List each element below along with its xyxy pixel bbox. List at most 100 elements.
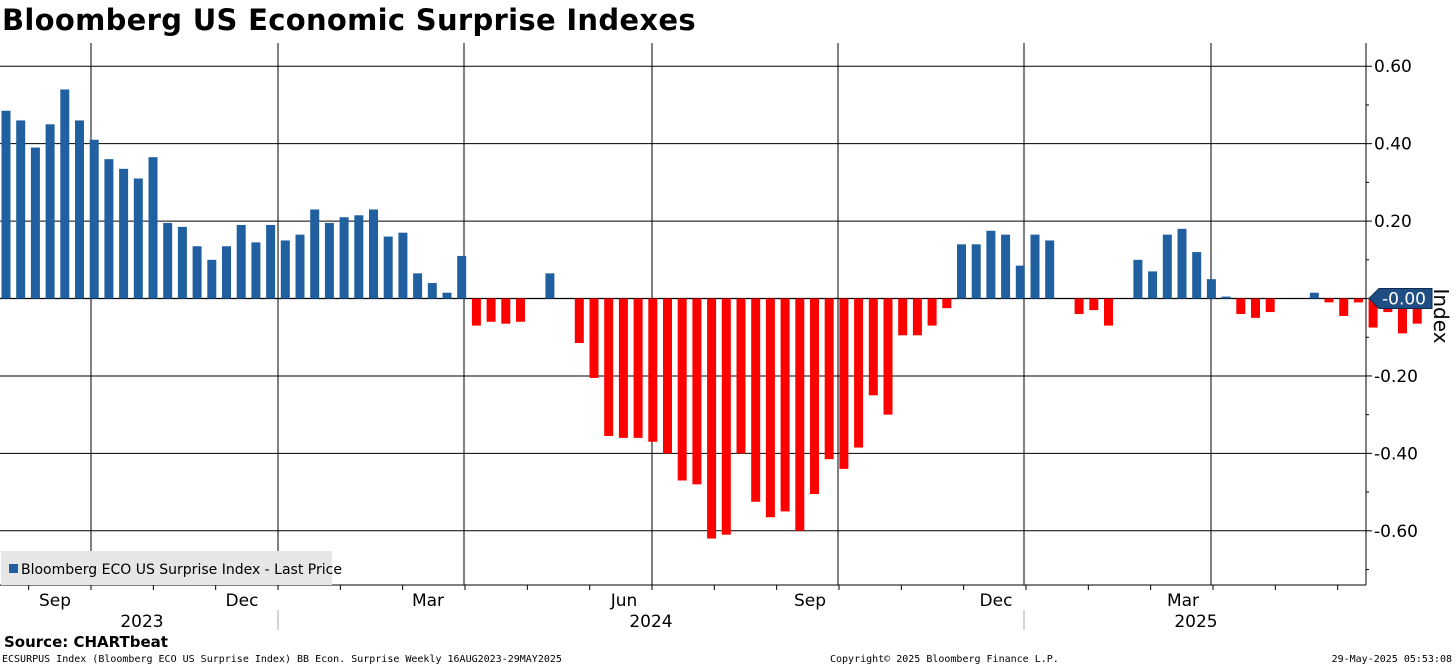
- bar: [119, 168, 129, 299]
- x-year-label: 2024: [629, 612, 672, 632]
- bar: [912, 298, 922, 336]
- bar: [1, 110, 11, 299]
- bar: [280, 240, 290, 299]
- x-month-label: Sep: [794, 591, 826, 611]
- last-price-label: -0.00: [1382, 290, 1426, 310]
- bar: [545, 273, 555, 299]
- legend-background: [1, 551, 332, 585]
- bar: [1398, 298, 1407, 334]
- bar: [795, 298, 805, 531]
- footer-copyright: Copyright© 2025 Bloomberg Finance L.P.: [830, 654, 1059, 665]
- bar: [471, 298, 481, 326]
- bar: [633, 298, 643, 438]
- x-month-label: Mar: [1167, 591, 1199, 611]
- bar: [736, 298, 746, 454]
- bar: [1192, 252, 1202, 299]
- bar: [1001, 234, 1011, 299]
- y-tick-label: 0.60: [1374, 57, 1412, 77]
- bar: [1133, 259, 1143, 299]
- bar: [692, 298, 702, 485]
- bar: [574, 298, 584, 344]
- bar: [618, 298, 628, 438]
- bar: [310, 209, 320, 299]
- bar: [589, 298, 599, 378]
- bar: [442, 292, 452, 299]
- bar: [1177, 228, 1187, 299]
- bar: [163, 223, 173, 299]
- bar: [1412, 298, 1422, 324]
- bar: [1339, 298, 1349, 316]
- chart-title: Bloomberg US Economic Surprise Indexes: [2, 3, 696, 37]
- bar: [707, 298, 717, 539]
- bar: [1324, 298, 1334, 303]
- bar: [824, 298, 834, 460]
- bar: [1353, 298, 1363, 303]
- legend-swatch: [9, 564, 18, 573]
- bar: [236, 224, 246, 299]
- bar: [16, 120, 26, 299]
- bar: [398, 232, 408, 299]
- y-tick-label: 0.40: [1374, 135, 1412, 155]
- bar: [1206, 279, 1216, 299]
- bar: [1074, 298, 1084, 314]
- x-month-label: Jun: [610, 591, 638, 611]
- bar: [1368, 298, 1378, 328]
- bar: [854, 298, 864, 448]
- bar: [369, 209, 378, 299]
- bar: [383, 236, 393, 299]
- x-year-label: 2023: [120, 612, 163, 632]
- bar: [677, 298, 687, 481]
- bar: [207, 259, 217, 299]
- bar: [1309, 292, 1319, 299]
- bar: [1251, 298, 1260, 318]
- bar: [942, 298, 952, 309]
- x-year-label: 2025: [1174, 612, 1217, 632]
- bar: [192, 246, 202, 299]
- bar: [765, 298, 775, 518]
- bar: [324, 223, 334, 299]
- bar: [1221, 296, 1231, 299]
- bar: [89, 139, 99, 299]
- bar: [868, 298, 878, 396]
- bar: [133, 178, 143, 299]
- bar: [60, 89, 70, 299]
- bar: [663, 298, 672, 454]
- bar: [516, 298, 525, 322]
- x-month-label: Mar: [412, 591, 444, 611]
- bar: [1030, 234, 1040, 299]
- bar: [486, 298, 496, 322]
- x-month-label: Dec: [980, 591, 1013, 611]
- bar-chart: 0.60 0.40 0.20 -0.20 -0.40 -0.60 Sep Dec Mar Jun S…: [0, 43, 1453, 632]
- bar: [1045, 240, 1055, 299]
- bar: [883, 298, 893, 415]
- footer-ticker-info: ECSURPUS Index (Bloomberg ECO US Surpris…: [2, 654, 562, 665]
- bar: [1162, 234, 1172, 299]
- x-month-label: Dec: [226, 591, 259, 611]
- bar: [604, 298, 614, 436]
- axes: 0.60 0.40 0.20 -0.20 -0.40 -0.60 Sep Dec Mar Jun S…: [0, 43, 1453, 632]
- bar: [457, 255, 467, 299]
- bar: [177, 226, 187, 299]
- last-price-marker: [1368, 288, 1433, 310]
- y-tick-label: -0.40: [1374, 444, 1418, 464]
- bar: [1236, 298, 1246, 314]
- source-note: Source: CHARTbeat: [4, 633, 168, 651]
- bar: [222, 246, 231, 299]
- bar: [721, 298, 731, 535]
- bar: [148, 157, 158, 299]
- y-tick-label: -0.20: [1374, 367, 1418, 387]
- bar: [1089, 298, 1099, 311]
- legend-label: Bloomberg ECO US Surprise Index - Last P…: [21, 562, 342, 578]
- y-tick-label: -0.60: [1374, 522, 1418, 542]
- bar: [75, 120, 84, 299]
- footer-timestamp: 29-May-2025 05:53:08: [1331, 654, 1452, 665]
- bar: [1104, 298, 1113, 326]
- bar: [986, 230, 996, 299]
- bar: [295, 234, 305, 299]
- bar: [501, 298, 511, 324]
- bar: [1265, 298, 1275, 313]
- bar: [780, 298, 790, 512]
- bar: [648, 298, 658, 442]
- bar: [1015, 265, 1025, 299]
- bar: [266, 224, 276, 299]
